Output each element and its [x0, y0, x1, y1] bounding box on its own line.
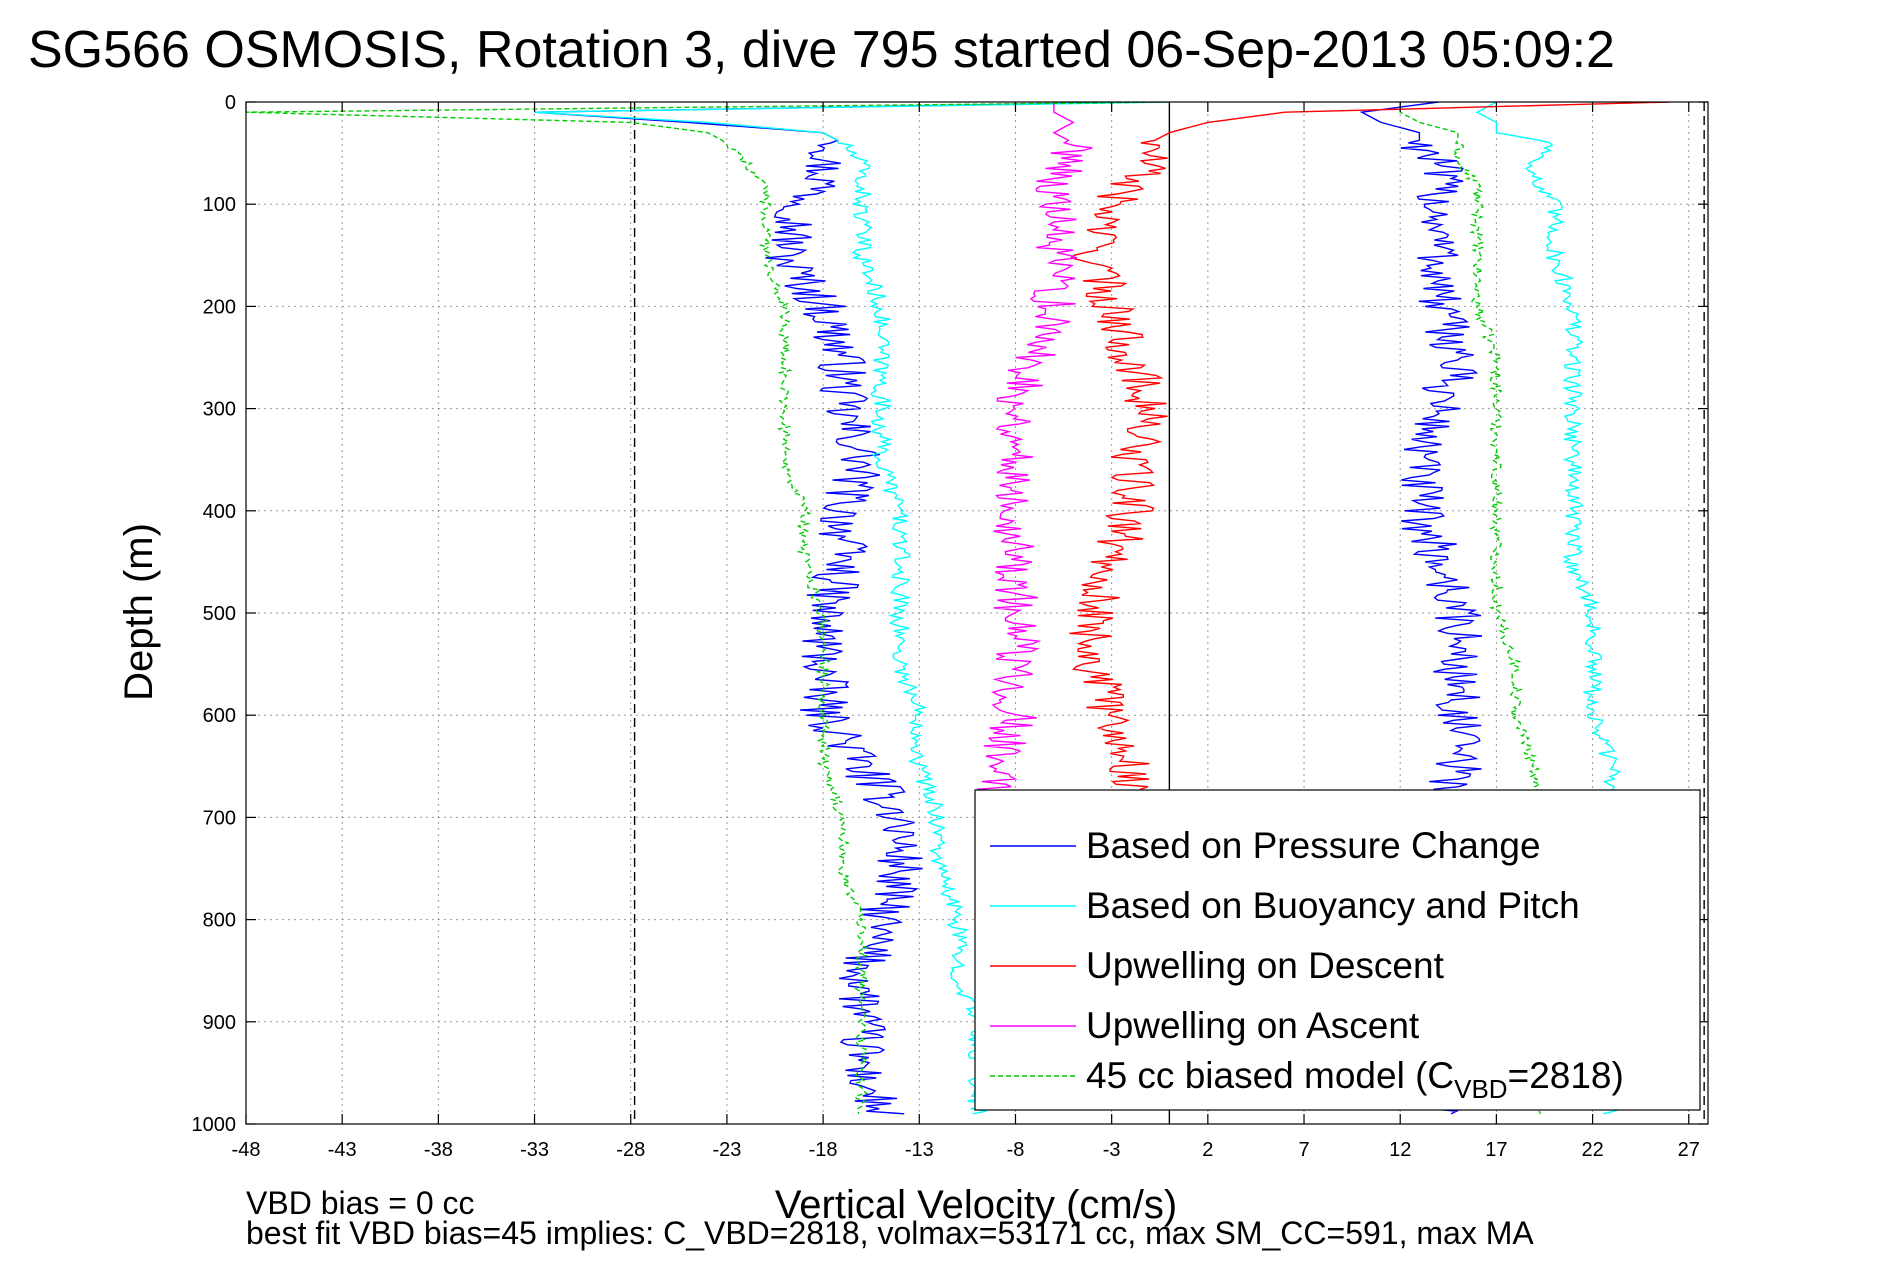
x-tick-label-11: 7	[1298, 1139, 1309, 1161]
y-tick-label-2: 200	[203, 296, 236, 318]
y-tick-label-7: 700	[203, 807, 236, 829]
x-tick-label-15: 27	[1678, 1139, 1700, 1161]
series-line-0-descent	[534, 102, 1151, 1115]
note-best-fit: best fit VBD bias=45 implies: C_VBD=2818…	[246, 1215, 1534, 1251]
series-line-2	[1069, 102, 1670, 798]
x-tick-label-7: -13	[905, 1139, 934, 1161]
legend-label-1: Based on Buoyancy and Pitch	[1086, 885, 1580, 926]
chart-title: SG566 OSMOSIS, Rotation 3, dive 795 star…	[28, 21, 1615, 79]
x-tick-label-9: -3	[1103, 1139, 1121, 1161]
series-line-3	[976, 102, 1093, 798]
x-tick-label-1: -43	[328, 1139, 357, 1161]
y-axis-label: Depth (m)	[117, 523, 161, 701]
y-tick-label-8: 800	[203, 910, 236, 932]
legend-label-3: Upwelling on Ascent	[1086, 1005, 1420, 1046]
x-tick-label-3: -33	[520, 1139, 549, 1161]
legend-label-0: Based on Pressure Change	[1086, 825, 1541, 866]
y-tick-label-5: 500	[203, 603, 236, 625]
x-axis-label: Vertical Velocity (cm/s)	[775, 1183, 1177, 1227]
series-line-1-descent	[534, 102, 1170, 1115]
x-tick-label-14: 22	[1581, 1139, 1603, 1161]
y-tick-label-3: 300	[203, 399, 236, 421]
y-tick-label-4: 400	[203, 501, 236, 523]
legend-label-4: 45 cc biased model (CVBD=2818)	[1086, 1055, 1624, 1104]
x-tick-label-6: -18	[809, 1139, 838, 1161]
x-tick-label-4: -28	[616, 1139, 645, 1161]
x-ticks: -48 -43 -38 -33 -28 -23 -18 -13 -8 -3 2 7 12 17 22 27	[232, 102, 1700, 1161]
y-tick-label-6: 600	[203, 705, 236, 727]
x-tick-label-10: 2	[1202, 1139, 1213, 1161]
x-tick-label-8: -8	[1007, 1139, 1025, 1161]
legend-box	[974, 789, 1701, 1111]
x-tick-label-13: 17	[1485, 1139, 1507, 1161]
y-tick-label-0: 0	[225, 92, 236, 114]
series-lines	[246, 102, 1670, 1115]
legend-label-2: Upwelling on Descent	[1086, 945, 1445, 986]
y-tick-label-9: 900	[203, 1012, 236, 1034]
x-tick-label-0: -48	[232, 1139, 261, 1161]
y-tick-label-1: 100	[203, 194, 236, 216]
series-line-4-ascent	[1399, 102, 1543, 1115]
series-line-4-descent	[246, 102, 1170, 1114]
y-ticks: 0 100 200 300 400 500 600 700 800 900 1000	[192, 92, 1708, 1136]
x-tick-label-12: 12	[1389, 1139, 1411, 1161]
x-tick-label-5: -23	[712, 1139, 741, 1161]
x-tick-label-2: -38	[424, 1139, 453, 1161]
note-vbd-bias: VBD bias = 0 cc	[246, 1185, 475, 1221]
y-tick-label-10: 1000	[192, 1114, 237, 1136]
legend: Based on Pressure Change Based on Buoyanc…	[974, 789, 1701, 1111]
